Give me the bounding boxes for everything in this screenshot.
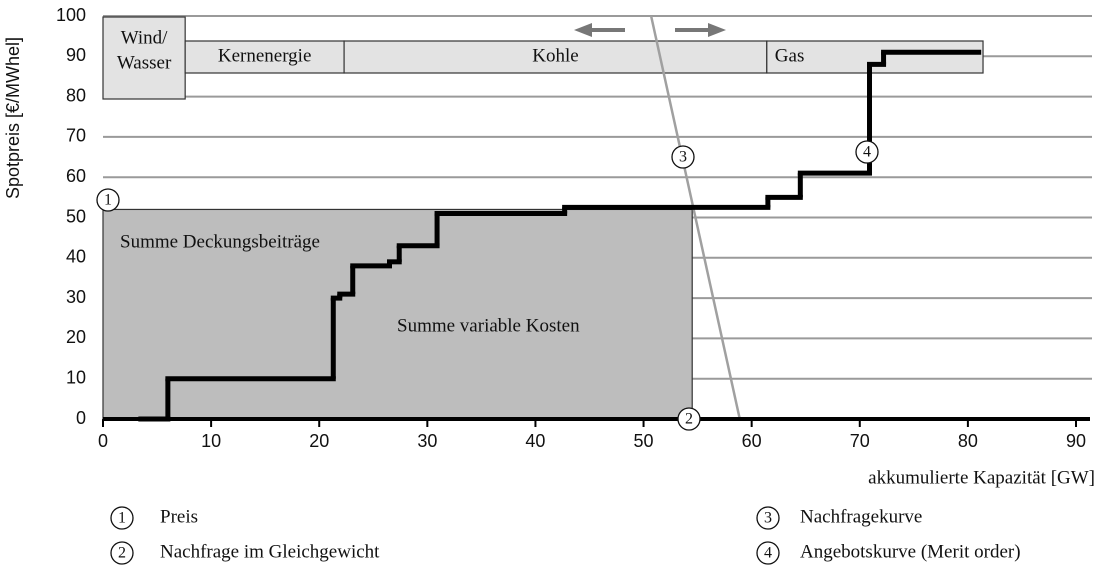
marker-number: 3 [679, 149, 687, 166]
fuel-band [343, 40, 768, 74]
shift-arrows [574, 23, 726, 37]
fuel-band-label: Wind/ [121, 27, 168, 48]
fuel-band-label: Kohle [532, 45, 578, 66]
legend-text: Nachfrage im Gleichgewicht [160, 541, 380, 562]
y-tick-label: 40 [66, 247, 86, 267]
x-axis-label: akkumulierte Kapazität [GW] [868, 467, 1095, 488]
y-tick-label: 60 [66, 166, 86, 186]
marker-number: 4 [764, 545, 772, 562]
marker-number: 4 [863, 144, 871, 161]
fuel-band-label: Gas [775, 45, 805, 66]
y-tick-label: 70 [66, 126, 86, 146]
x-tick-label: 90 [1066, 431, 1086, 451]
marker-circle [110, 506, 134, 530]
marker-number: 1 [104, 192, 112, 209]
marker-circle [110, 541, 134, 565]
marker-number: 1 [118, 510, 126, 527]
x-tick-label: 40 [525, 431, 545, 451]
y-tick-label: 50 [66, 206, 86, 226]
area-label: Summe Deckungsbeiträge [120, 231, 320, 252]
marker-circle [677, 407, 701, 431]
x-tick-label: 70 [850, 431, 870, 451]
marker-circle [855, 140, 879, 164]
y-tick-label: 80 [66, 85, 86, 105]
marker-number: 2 [118, 545, 126, 562]
y-tick-label: 100 [56, 5, 86, 25]
legend-text: Angebotskurve (Merit order) [800, 541, 1021, 562]
x-tick-label: 80 [958, 431, 978, 451]
fuel-band-label: Wasser [117, 52, 172, 73]
fuel-band [184, 40, 345, 74]
marker-circle [96, 188, 120, 212]
x-tick-label: 60 [742, 431, 762, 451]
fuel-band [766, 40, 984, 74]
y-tick-label: 0 [76, 408, 86, 428]
marker-circle [756, 541, 780, 565]
marker-circle [671, 145, 695, 169]
y-tick-label: 20 [66, 327, 86, 347]
y-tick-label: 30 [66, 287, 86, 307]
marker-number: 2 [685, 411, 693, 428]
marker-circle [756, 506, 780, 530]
marker-number: 3 [764, 510, 772, 527]
fuel-band-label: Kernenergie [218, 45, 312, 66]
legend-text: Nachfragekurve [800, 506, 922, 527]
x-tick-label: 0 [98, 431, 108, 451]
x-tick-label: 10 [201, 431, 221, 451]
area-label: Summe variable Kosten [397, 315, 580, 336]
y-axis-label: Spotpreis [€/MWhel] [3, 37, 23, 199]
legend-text: Preis [160, 506, 198, 527]
y-tick-label: 90 [66, 45, 86, 65]
x-tick-label: 20 [309, 431, 329, 451]
y-tick-label: 10 [66, 367, 86, 387]
fuel-band [102, 16, 186, 100]
demand-curve [649, 15, 741, 420]
x-tick-label: 30 [417, 431, 437, 451]
x-tick-label: 50 [634, 431, 654, 451]
